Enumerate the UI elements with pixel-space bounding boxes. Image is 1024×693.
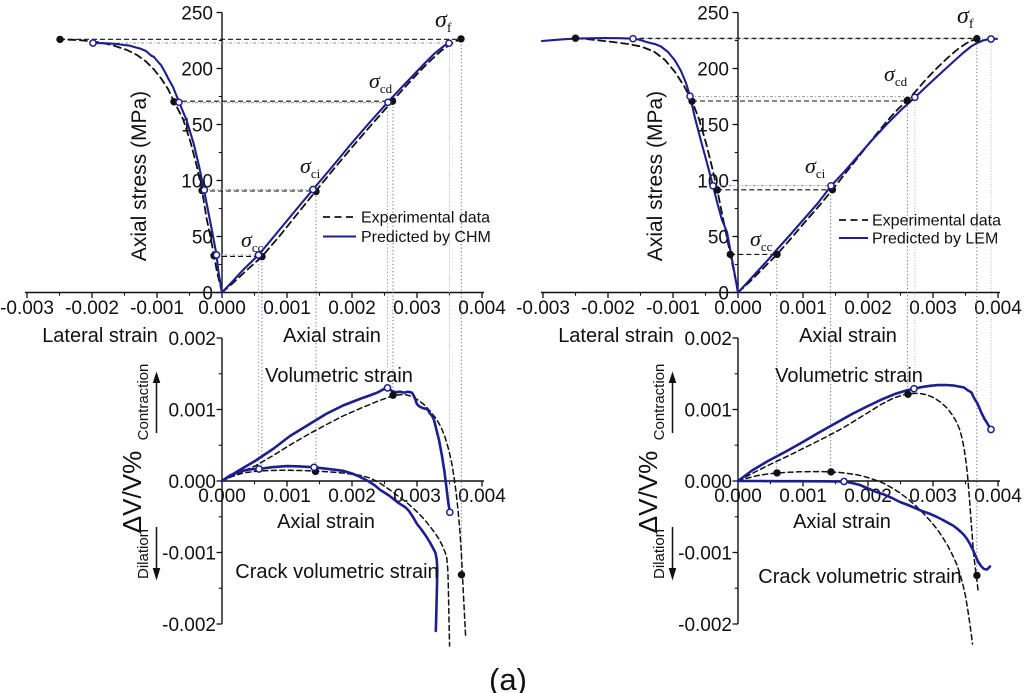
svg-text:-0.001: -0.001 xyxy=(162,544,216,565)
svg-text:Axial strain: Axial strain xyxy=(793,511,891,533)
svg-text:Dilation: Dilation xyxy=(135,529,152,579)
svg-text:Axial strain: Axial strain xyxy=(283,325,381,347)
svg-text:50: 50 xyxy=(708,228,729,249)
svg-text:0.003: 0.003 xyxy=(393,298,441,319)
svg-text:-0.002: -0.002 xyxy=(678,615,732,636)
svg-text:Predicted by CHM: Predicted by CHM xyxy=(361,229,491,246)
svg-text:0.000: 0.000 xyxy=(198,486,246,507)
svg-text:Dilation: Dilation xyxy=(651,529,668,579)
svg-text:Axial stress (MPa): Axial stress (MPa) xyxy=(128,91,151,261)
svg-text:-0.001: -0.001 xyxy=(678,544,732,565)
svg-text:0.001: 0.001 xyxy=(779,486,827,507)
svg-text:100: 100 xyxy=(181,172,213,193)
svg-text:0.004: 0.004 xyxy=(458,298,506,319)
svg-text:200: 200 xyxy=(697,60,729,81)
svg-text:0.001: 0.001 xyxy=(168,401,216,422)
svg-text:0.003: 0.003 xyxy=(909,298,957,319)
svg-text:0.003: 0.003 xyxy=(909,486,957,507)
svg-text:Axial strain: Axial strain xyxy=(799,325,897,347)
svg-text:200: 200 xyxy=(181,60,213,81)
svg-text:0.002: 0.002 xyxy=(844,298,892,319)
svg-text:Contraction: Contraction xyxy=(651,364,668,441)
svg-text:-0.003: -0.003 xyxy=(0,298,54,319)
svg-text:Crack volumetric strain: Crack volumetric strain xyxy=(235,561,438,583)
svg-text:50: 50 xyxy=(192,228,213,249)
svg-text:Lateral strain: Lateral strain xyxy=(558,325,674,347)
svg-text:250: 250 xyxy=(181,4,213,25)
svg-text:-0.003: -0.003 xyxy=(516,298,570,319)
svg-text:-0.002: -0.002 xyxy=(581,298,635,319)
svg-text:0.001: 0.001 xyxy=(779,298,827,319)
svg-text:0.003: 0.003 xyxy=(393,486,441,507)
svg-text:Predicted by LEM: Predicted by LEM xyxy=(872,231,998,248)
svg-text:Axial strain: Axial strain xyxy=(277,511,375,533)
svg-text:0.004: 0.004 xyxy=(974,298,1022,319)
svg-text:0: 0 xyxy=(718,284,729,305)
svg-text:150: 150 xyxy=(697,116,729,137)
svg-text:0.000: 0.000 xyxy=(198,298,246,319)
svg-text:Contraction: Contraction xyxy=(135,364,152,441)
svg-text:0.000: 0.000 xyxy=(714,486,762,507)
svg-text:0.001: 0.001 xyxy=(263,486,311,507)
svg-text:-0.002: -0.002 xyxy=(162,615,216,636)
svg-text:ΔV/V%: ΔV/V% xyxy=(633,451,663,533)
svg-text:0.001: 0.001 xyxy=(684,401,732,422)
svg-text:0.001: 0.001 xyxy=(263,298,311,319)
svg-text:250: 250 xyxy=(697,4,729,25)
svg-text:Experimental data: Experimental data xyxy=(361,210,490,227)
svg-text:Experimental data: Experimental data xyxy=(872,213,1001,230)
svg-text:Volumetric strain: Volumetric strain xyxy=(265,365,413,387)
svg-text:0: 0 xyxy=(202,284,213,305)
svg-text:Lateral strain: Lateral strain xyxy=(42,325,158,347)
svg-text:Volumetric strain: Volumetric strain xyxy=(775,365,923,387)
svg-text:ΔV/V%: ΔV/V% xyxy=(117,451,147,533)
svg-text:0.004: 0.004 xyxy=(458,486,506,507)
svg-text:0.002: 0.002 xyxy=(328,298,376,319)
svg-text:-0.002: -0.002 xyxy=(65,298,119,319)
svg-text:Axial stress (MPa): Axial stress (MPa) xyxy=(644,91,667,261)
svg-text:0.000: 0.000 xyxy=(684,472,732,493)
svg-text:0.002: 0.002 xyxy=(328,486,376,507)
svg-text:0.004: 0.004 xyxy=(974,486,1022,507)
svg-text:0.000: 0.000 xyxy=(714,298,762,319)
svg-text:-0.001: -0.001 xyxy=(646,298,700,319)
svg-text:0.002: 0.002 xyxy=(844,486,892,507)
svg-text:Crack volumetric strain: Crack volumetric strain xyxy=(758,566,961,588)
svg-text:0.000: 0.000 xyxy=(168,472,216,493)
svg-text:-0.001: -0.001 xyxy=(130,298,184,319)
svg-text:(a): (a) xyxy=(489,662,527,693)
svg-text:0.002: 0.002 xyxy=(684,329,732,350)
svg-text:0.002: 0.002 xyxy=(168,329,216,350)
